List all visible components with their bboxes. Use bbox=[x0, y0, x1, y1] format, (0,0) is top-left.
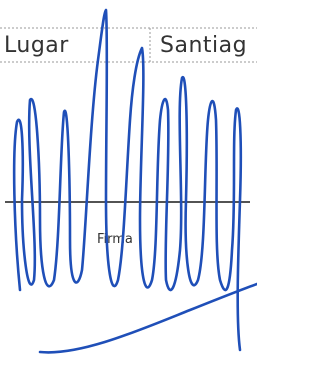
signature bbox=[0, 0, 257, 367]
signature-underline bbox=[40, 284, 257, 352]
document: {"field": {"label": "Lugar", "value": "S… bbox=[0, 0, 257, 367]
signature-stroke bbox=[14, 10, 241, 350]
